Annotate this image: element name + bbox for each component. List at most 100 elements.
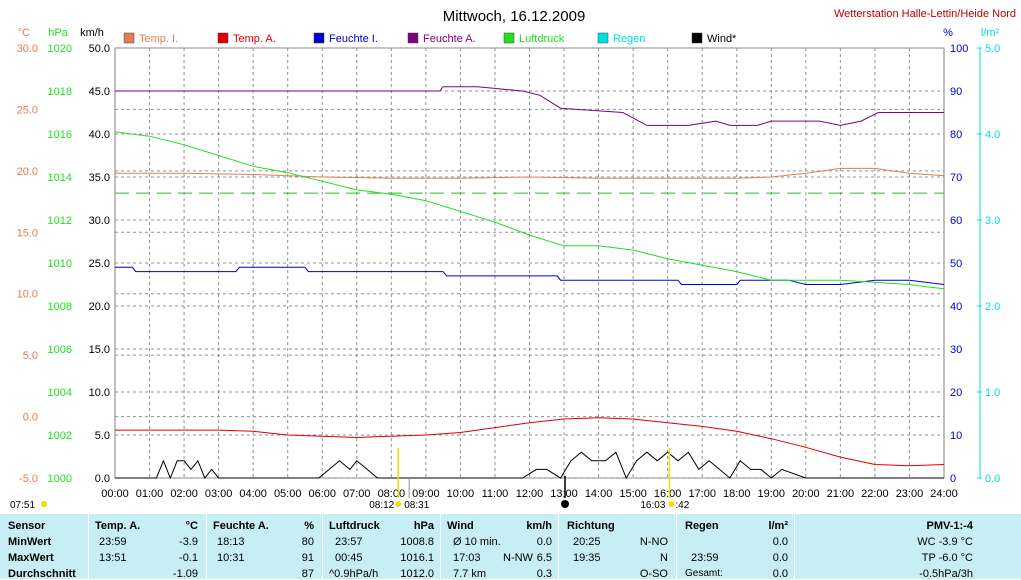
- stats-max-label: MaxWert: [8, 552, 54, 564]
- stats-feuchte-a-max-time: 10:31: [217, 552, 245, 564]
- stats-temp-a-avg: -1.09: [172, 568, 198, 580]
- x-tick-label: 15:00: [619, 488, 647, 500]
- rain-tick-label: 5.0: [985, 43, 1000, 55]
- humidity-tick-label: 50: [950, 258, 962, 270]
- stats-feuchte-a-min: 80: [301, 536, 314, 548]
- x-tick-label: 22:00: [861, 488, 889, 500]
- series-line: [115, 451, 944, 480]
- stats-avg-label: Durchschnitt: [8, 568, 76, 580]
- stats-pmv-col: PMV-1:-4 WC -3.9 °C TP -6.0 °C -0.5hPa/3…: [795, 514, 1021, 580]
- humidity-unit-label: %: [943, 27, 953, 39]
- stats-feuchte-a-unit: %: [304, 520, 314, 532]
- stats-richtung-row1-time: 20:25: [573, 536, 601, 548]
- pressure-tick-label: 1014: [48, 172, 72, 184]
- series-line: [115, 86, 944, 126]
- noon-icon: [561, 500, 569, 508]
- x-tick-label: 04:00: [239, 488, 267, 500]
- legend-swatch: [407, 32, 419, 44]
- stats-wind-header: Wind: [447, 520, 474, 532]
- sun-markers: 08:12 08:31 16:03:42 07:51: [10, 448, 690, 511]
- axes: 00:00 01:00 02:00 03:00 04:00 05:00 06:00 07:00…: [17, 43, 1001, 500]
- sunset-b-time: :42: [675, 500, 689, 511]
- stats-luftdruck-trend: ^0.9hPa/h: [329, 568, 379, 580]
- sunrise-b-time: 08:31: [404, 500, 429, 511]
- series-line: [115, 167, 945, 179]
- pressure-tick-label: 1008: [48, 301, 72, 313]
- x-tick-label: 12:00: [516, 488, 544, 500]
- humidity-tick-label: 70: [950, 172, 962, 184]
- humidity-tick-label: 80: [950, 129, 962, 141]
- rain-tick-label: 2.0: [985, 301, 1000, 313]
- stats-feuchte-a-avg: 87: [301, 568, 314, 580]
- stats-luftdruck-col: Luftdruck hPa 23:57 1008.8 00:45 1016.1 …: [323, 514, 440, 580]
- x-tick-label: 02:00: [170, 488, 198, 500]
- wind-tick-label: 25.0: [89, 258, 110, 270]
- pressure-tick-label: 1018: [48, 86, 72, 98]
- stats-separator: [322, 514, 323, 579]
- stats-separator: [676, 514, 677, 579]
- unit-labels: °C hPa km/h% l/m²: [18, 27, 1000, 39]
- x-tick-label: 00:00: [101, 488, 129, 500]
- legend-swatch: [313, 32, 325, 44]
- wind-tick-label: 35.0: [89, 172, 110, 184]
- wind-tick-label: 15.0: [89, 344, 110, 356]
- humidity-tick-label: 90: [950, 86, 962, 98]
- legend-label: Feuchte A.: [423, 33, 476, 45]
- legend-swatch: [217, 32, 229, 44]
- stats-richtung-row3-dir: O-SO: [639, 568, 668, 580]
- temp-tick-label: -5.0: [19, 473, 38, 485]
- pressure-tick-label: 1012: [48, 215, 72, 227]
- humidity-tick-label: 20: [950, 387, 962, 399]
- temp-tick-label: 25.0: [17, 104, 38, 116]
- temp-tick-label: 20.0: [17, 166, 38, 178]
- stats-pmv-trend: -0.5hPa/3h: [919, 568, 973, 580]
- wind-tick-label: 10.0: [89, 387, 110, 399]
- temp-tick-label: 15.0: [17, 227, 38, 239]
- stats-wind-unit: km/h: [526, 520, 552, 532]
- stats-luftdruck-min: 1008.8: [400, 536, 434, 548]
- pressure-tick-label: 1004: [48, 387, 72, 399]
- rain-tick-label: 3.0: [985, 215, 1000, 227]
- stats-regen-row2-value: 0.0: [772, 552, 788, 564]
- stats-richtung-row2-time: 19:35: [573, 552, 601, 564]
- legend-label: Feuchte I.: [329, 33, 378, 45]
- temp-tick-label: 30.0: [17, 43, 38, 55]
- pressure-tick-label: 1020: [48, 43, 72, 55]
- stats-wind-avg-label: Ø 10 min.: [453, 536, 501, 548]
- x-tick-label: 17:00: [688, 488, 716, 500]
- stats-separator: [206, 514, 207, 579]
- stats-separator: [794, 514, 795, 579]
- x-tick-label: 18:00: [723, 488, 751, 500]
- wind-tick-label: 40.0: [89, 129, 110, 141]
- sun-icon: [41, 501, 47, 507]
- stats-wind-distance: 7.7 km: [453, 568, 487, 580]
- stats-sensor-header: Sensor: [8, 520, 46, 532]
- sun-icon: [668, 501, 675, 507]
- stats-luftdruck-min-time: 23:57: [335, 536, 363, 548]
- temp-tick-label: 5.0: [23, 350, 38, 362]
- temp-tick-label: 0.0: [23, 412, 38, 424]
- sunset-time: 16:03: [640, 500, 665, 511]
- stats-regen-header: Regen: [685, 520, 719, 532]
- stats-pmv-wc: WC -3.9 °C: [917, 536, 973, 548]
- series-line: [115, 266, 945, 285]
- x-tick-label: 05:00: [274, 488, 302, 500]
- x-tick-label: 14:00: [585, 488, 613, 500]
- sun-icon: [395, 501, 402, 507]
- stats-temp-a-unit: °C: [185, 520, 198, 532]
- stats-regen-total-value: 0.0: [772, 568, 788, 580]
- sunrise-time: 08:12: [369, 500, 394, 511]
- stats-regen-total-label: Gesamt:: [685, 568, 723, 579]
- stats-wind-row3-value: 0.3: [536, 568, 552, 580]
- stats-richtung-header: Richtung: [567, 520, 615, 532]
- legend-swatch: [503, 32, 515, 44]
- humidity-tick-label: 10: [950, 430, 962, 442]
- stats-separator: [558, 514, 559, 579]
- wind-unit-label: km/h: [80, 27, 104, 39]
- rain-tick-label: 4.0: [985, 129, 1000, 141]
- stats-luftdruck-unit: hPa: [413, 520, 434, 532]
- stats-sensor-col: Sensor MinWert MaxWert Durchschnitt: [0, 514, 88, 580]
- stats-regen-col: Regen l/m² 0.0 23:59 0.0 Gesamt: 0.0: [677, 514, 794, 580]
- series-line: [115, 417, 945, 467]
- stats-richtung-row2-dir: N: [660, 552, 668, 564]
